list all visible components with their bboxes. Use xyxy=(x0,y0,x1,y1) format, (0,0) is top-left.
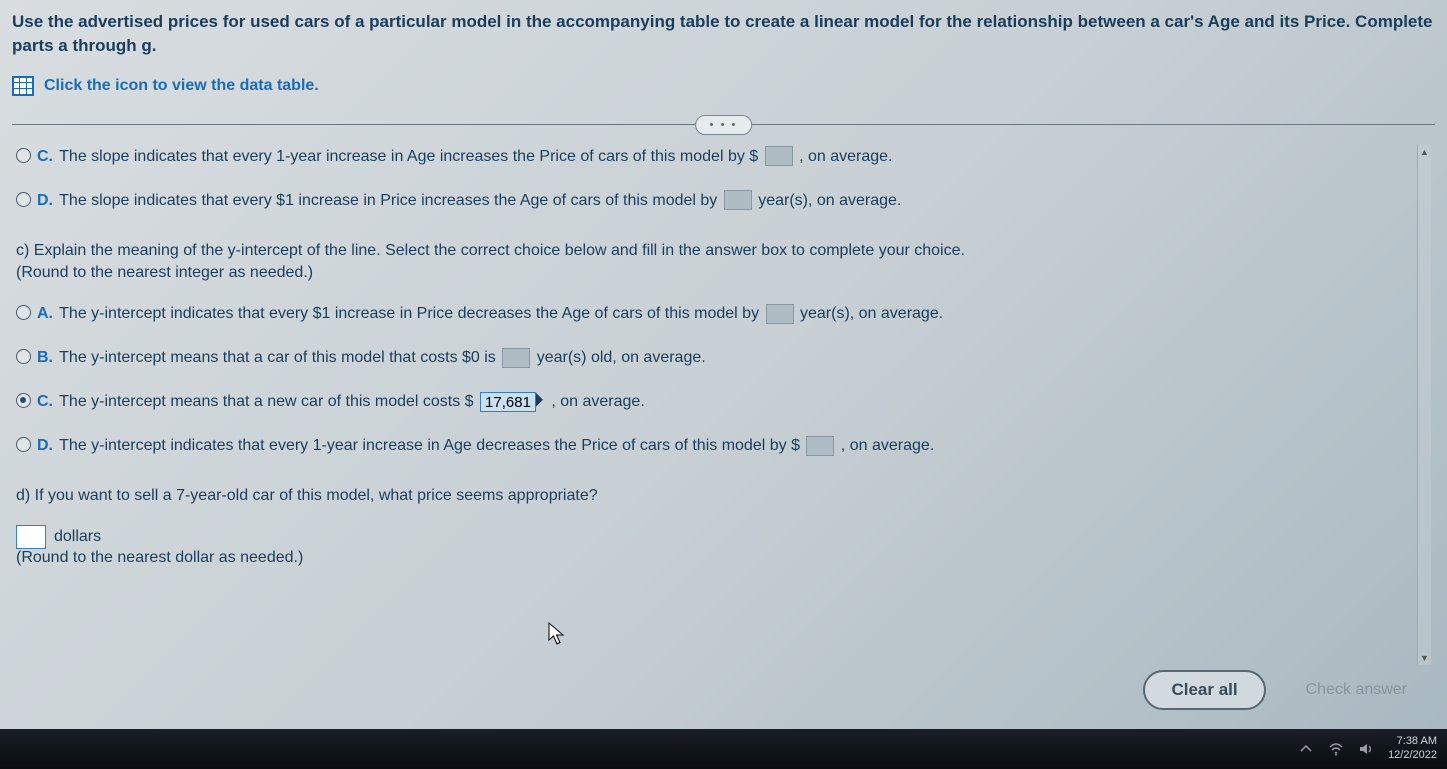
fill-blank-input[interactable] xyxy=(724,190,752,210)
clock-date: 12/2/2022 xyxy=(1388,749,1437,763)
choice-c-c[interactable]: C. The y-intercept means that a new car … xyxy=(16,390,1407,414)
choice-c-a[interactable]: A. The y-intercept indicates that every … xyxy=(16,302,1407,326)
choice-text-post: year(s), on average. xyxy=(800,305,943,322)
radio-icon[interactable] xyxy=(16,148,31,163)
choice-text-pre: The slope indicates that every 1-year in… xyxy=(59,148,758,165)
choice-text-pre: The slope indicates that every $1 increa… xyxy=(59,192,717,209)
choice-text-pre: The y-intercept means that a car of this… xyxy=(59,349,496,366)
part-c-round-note: (Round to the nearest integer as needed.… xyxy=(16,264,1407,282)
choice-prev-c[interactable]: C. The slope indicates that every 1-year… xyxy=(16,145,1407,169)
part-c-prompt: c) Explain the meaning of the y-intercep… xyxy=(16,239,1407,262)
vertical-scrollbar[interactable]: ▲ ▼ xyxy=(1417,145,1431,665)
question-intro: Use the advertised prices for used cars … xyxy=(12,10,1435,58)
clear-all-button[interactable]: Clear all xyxy=(1143,670,1265,710)
part-d-answer: dollars xyxy=(16,525,1407,549)
question-panel: Use the advertised prices for used cars … xyxy=(0,0,1447,720)
choice-text-pre: The y-intercept indicates that every $1 … xyxy=(59,305,759,322)
section-divider: • • • xyxy=(12,124,1435,125)
taskbar-clock[interactable]: 7:38 AM 12/2/2022 xyxy=(1388,735,1437,763)
scroll-up-icon[interactable]: ▲ xyxy=(1418,145,1431,159)
part-d-prompt: d) If you want to sell a 7-year-old car … xyxy=(16,484,1407,507)
choice-letter: D. xyxy=(37,192,53,209)
choice-text-post: , on average. xyxy=(799,148,892,165)
radio-icon[interactable] xyxy=(16,305,31,320)
choice-text-post: year(s) old, on average. xyxy=(537,349,706,366)
choice-letter: B. xyxy=(37,349,53,366)
wifi-icon[interactable] xyxy=(1328,741,1344,757)
radio-icon[interactable] xyxy=(16,349,31,364)
clock-time: 7:38 AM xyxy=(1388,735,1437,749)
sound-icon[interactable] xyxy=(1358,741,1374,757)
data-table-link-text: Click the icon to view the data table. xyxy=(44,77,319,95)
fill-blank-input[interactable] xyxy=(766,304,794,324)
part-d-round-note: (Round to the nearest dollar as needed.) xyxy=(16,549,1407,567)
choice-letter: C. xyxy=(37,393,53,410)
choice-letter: D. xyxy=(37,437,53,454)
scroll-down-icon[interactable]: ▼ xyxy=(1418,651,1431,665)
choice-text-post: , on average. xyxy=(551,393,644,410)
action-buttons: Clear all Check answer xyxy=(1143,670,1423,710)
data-table-link[interactable]: Click the icon to view the data table. xyxy=(12,76,1435,96)
choice-text-post: , on average. xyxy=(841,437,934,454)
answer-scroll-region: C. The slope indicates that every 1-year… xyxy=(12,145,1435,665)
expand-pill[interactable]: • • • xyxy=(695,115,753,135)
check-answer-button[interactable]: Check answer xyxy=(1290,673,1423,707)
unit-label: dollars xyxy=(54,528,101,546)
choice-c-d[interactable]: D. The y-intercept indicates that every … xyxy=(16,434,1407,458)
choice-prev-d[interactable]: D. The slope indicates that every $1 inc… xyxy=(16,189,1407,213)
radio-icon[interactable] xyxy=(16,192,31,207)
choice-c-b[interactable]: B. The y-intercept means that a car of t… xyxy=(16,346,1407,370)
choice-text-pre: The y-intercept indicates that every 1-y… xyxy=(59,437,800,454)
choice-text-pre: The y-intercept means that a new car of … xyxy=(59,393,473,410)
numeric-input[interactable] xyxy=(16,525,46,549)
choice-letter: C. xyxy=(37,148,53,165)
fill-blank-input[interactable]: 17,681 xyxy=(480,392,536,412)
fill-blank-input[interactable] xyxy=(806,436,834,456)
choice-text-post: year(s), on average. xyxy=(758,192,901,209)
table-icon xyxy=(12,76,34,96)
fill-blank-input[interactable] xyxy=(502,348,530,368)
radio-icon[interactable] xyxy=(16,393,31,408)
radio-icon[interactable] xyxy=(16,437,31,452)
choice-letter: A. xyxy=(37,305,53,322)
chevron-up-icon[interactable] xyxy=(1298,741,1314,757)
input-caret-icon xyxy=(536,393,543,407)
fill-blank-input[interactable] xyxy=(765,146,793,166)
taskbar[interactable]: 7:38 AM 12/2/2022 xyxy=(0,729,1447,769)
